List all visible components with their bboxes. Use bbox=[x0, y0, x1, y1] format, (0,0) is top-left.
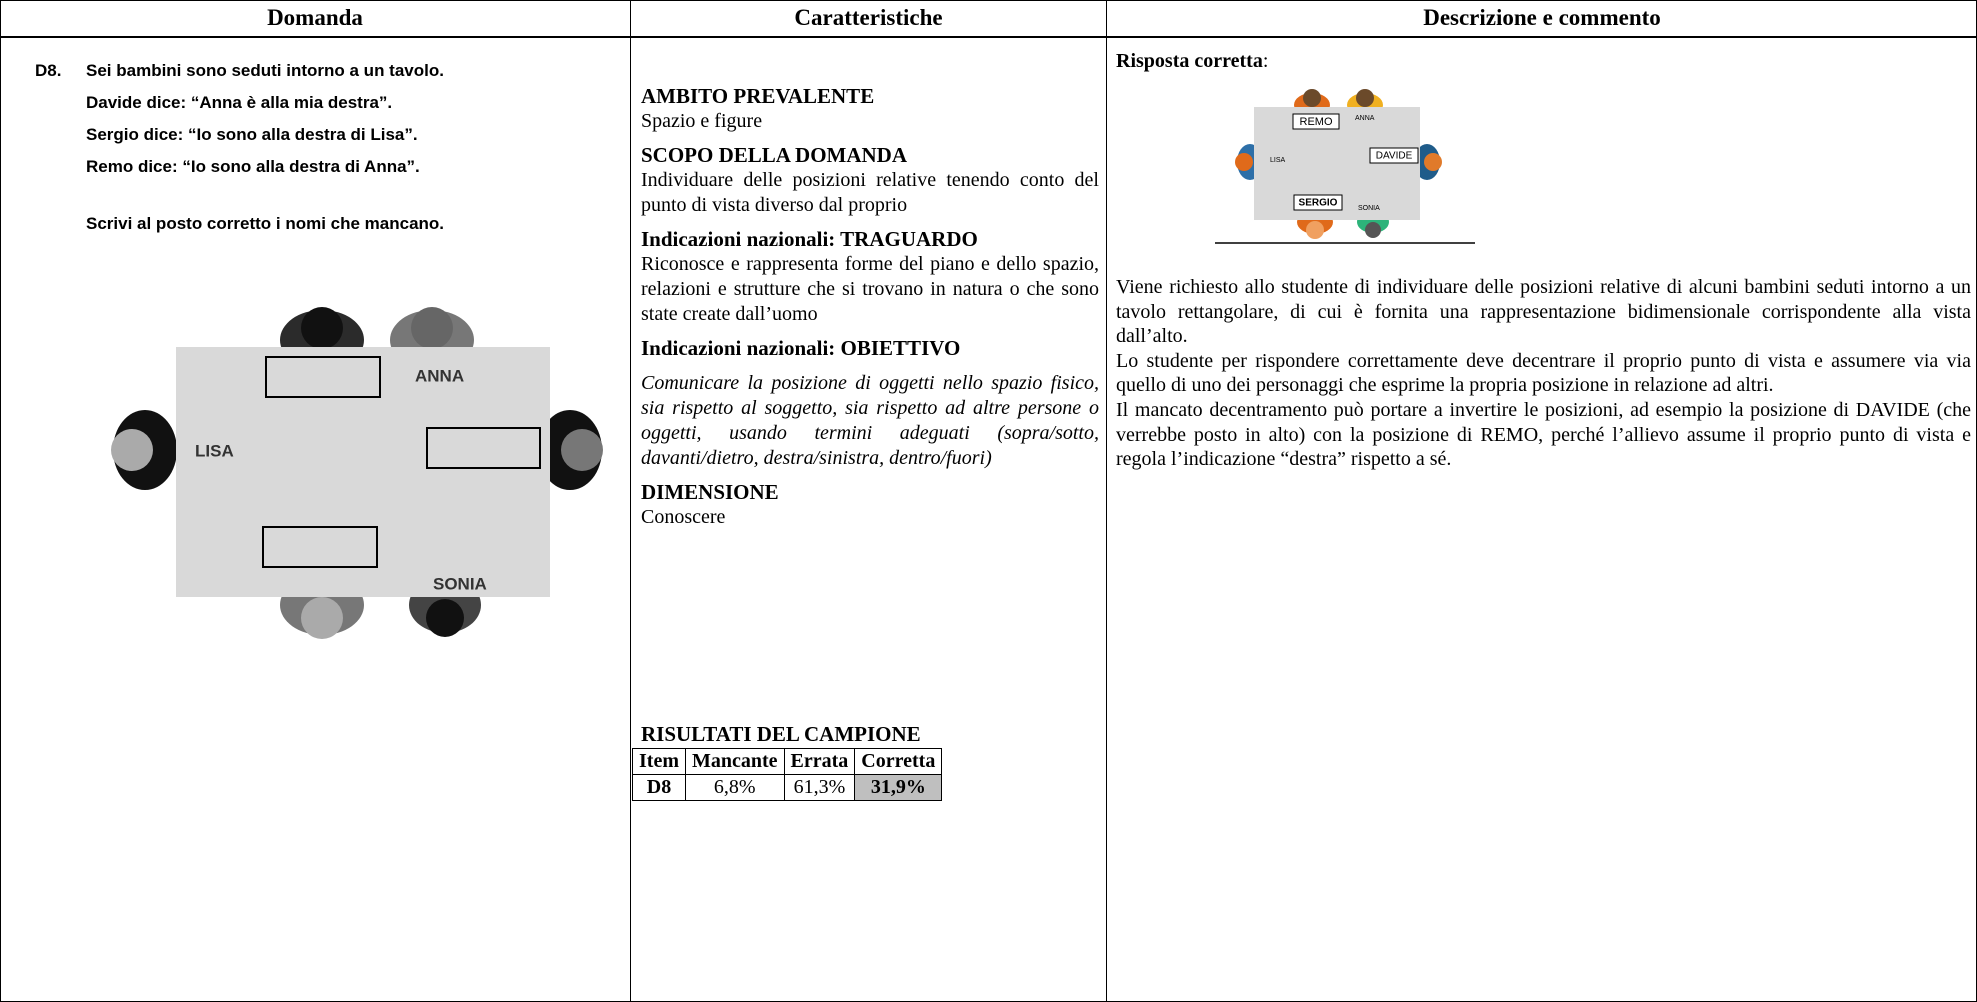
name-box bbox=[262, 526, 378, 568]
figure-label: LISA bbox=[195, 441, 234, 460]
results-cell: D8 bbox=[632, 774, 686, 801]
paragraph: Il mancato decentramento può portare a i… bbox=[1116, 398, 1971, 471]
figure-label: ANNA bbox=[1355, 115, 1375, 122]
figure-label: SERGIO bbox=[1299, 198, 1338, 209]
column-header: Caratteristiche bbox=[794, 5, 943, 30]
child bbox=[1414, 144, 1442, 180]
figure-label: LISA bbox=[1270, 157, 1286, 164]
section: SCOPO DELLA DOMANDA Individuare delle pos… bbox=[641, 143, 1099, 218]
question-line: Sei bambini sono seduti intorno a un tav… bbox=[86, 61, 444, 80]
name-box bbox=[426, 427, 541, 469]
section-heading: Indicazioni nazionali: OBIETTIVO bbox=[641, 336, 961, 360]
name-box bbox=[1292, 113, 1340, 130]
section-heading: DIMENSIONE bbox=[641, 480, 779, 504]
answer-figure: REMO ANNA LISA DAVIDE SERGIO SONIA bbox=[1215, 89, 1475, 244]
paragraph: Lo studente per rispondere correttamente… bbox=[1116, 349, 1971, 397]
header-divider bbox=[0, 36, 1977, 38]
results-header: Corretta bbox=[854, 748, 943, 775]
question-id: D8. bbox=[35, 61, 62, 80]
section: Indicazioni nazionali: TRAGUARDO Riconosc… bbox=[641, 227, 1099, 327]
section-heading: AMBITO PREVALENTE bbox=[641, 84, 875, 108]
table-top bbox=[176, 347, 550, 597]
section: DIMENSIONE Conoscere bbox=[641, 480, 1099, 530]
column-divider bbox=[1106, 0, 1107, 1002]
section-body: Conoscere bbox=[641, 506, 726, 528]
section-body: Comunicare la posizione di oggetti nello… bbox=[641, 372, 1099, 469]
answer-label-text: Risposta corretta bbox=[1116, 50, 1263, 72]
section-body: Individuare delle posizioni relative ten… bbox=[641, 169, 1099, 216]
answer-label: Risposta corretta: bbox=[1116, 50, 1268, 73]
description: Viene richiesto allo studente di individ… bbox=[1116, 275, 1971, 472]
question-line: Remo dice: “Io sono alla destra di Anna”… bbox=[86, 157, 420, 176]
section: Indicazioni nazionali: OBIETTIVO Comunica… bbox=[641, 336, 1099, 471]
figure-label: REMO bbox=[1300, 116, 1333, 128]
characteristics: AMBITO PREVALENTE Spazio e figure SCOPO D… bbox=[641, 84, 1099, 539]
figure-label: DAVIDE bbox=[1376, 151, 1413, 162]
column-header: Descrizione e commento bbox=[1423, 5, 1661, 30]
column-divider bbox=[630, 0, 631, 1002]
results-cell: 6,8% bbox=[684, 774, 785, 801]
question-figure: ANNA LISA SONIA bbox=[111, 307, 603, 639]
results-cell: 61,3% bbox=[783, 774, 856, 801]
column-header: Domanda bbox=[267, 5, 363, 30]
paragraph: Viene richiesto allo studente di individ… bbox=[1116, 276, 1971, 348]
question-line: Sergio dice: “Io sono alla destra di Lis… bbox=[86, 125, 418, 144]
section-body: Riconosce e rappresenta forme del piano … bbox=[641, 253, 1099, 325]
results-header: Item bbox=[632, 748, 686, 775]
question-line: Davide dice: “Anna è alla mia destra”. bbox=[86, 93, 393, 112]
section-heading: SCOPO DELLA DOMANDA bbox=[641, 143, 908, 167]
name-box bbox=[265, 356, 381, 398]
results-table: Item Mancante Errata Corretta D8 6,8% 61… bbox=[632, 748, 943, 801]
question-instruction: Scrivi al posto corretto i nomi che manc… bbox=[86, 214, 445, 233]
results-header: Errata bbox=[783, 748, 856, 775]
answer-label-suffix: : bbox=[1262, 50, 1269, 72]
section: AMBITO PREVALENTE Spazio e figure bbox=[641, 84, 1099, 134]
figure-label: SONIA bbox=[1358, 205, 1380, 212]
section-heading: Indicazioni nazionali: TRAGUARDO bbox=[641, 227, 978, 251]
name-box bbox=[1369, 147, 1419, 164]
results: RISULTATI DEL CAMPIONE Item Mancante Err… bbox=[632, 721, 943, 801]
results-header: Mancante bbox=[684, 748, 785, 775]
results-title: RISULTATI DEL CAMPIONE bbox=[641, 722, 921, 746]
child bbox=[111, 410, 177, 490]
figure-label: SONIA bbox=[433, 574, 487, 593]
results-cell: 31,9% bbox=[854, 774, 943, 801]
figure-label: ANNA bbox=[415, 366, 464, 385]
name-box bbox=[1293, 194, 1343, 211]
section-body: Spazio e figure bbox=[641, 110, 763, 132]
child bbox=[538, 410, 603, 490]
